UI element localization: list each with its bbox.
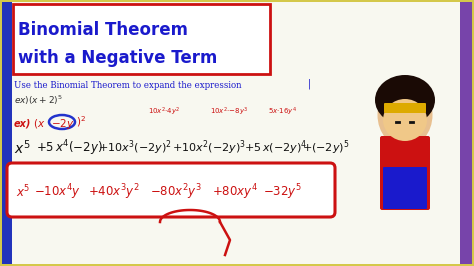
Text: $x^5$: $x^5$	[16, 184, 30, 200]
Text: $)^2$: $)^2$	[76, 115, 86, 129]
Text: Use the Binomial Theorem to expand the expression: Use the Binomial Theorem to expand the e…	[14, 81, 241, 89]
Bar	[460, 2, 472, 264]
Ellipse shape	[375, 75, 435, 125]
Text: $+5\,x^4(-2y)$: $+5\,x^4(-2y)$	[36, 138, 103, 158]
Text: $x^5$: $x^5$	[14, 139, 31, 157]
Text: |: |	[308, 79, 311, 89]
Text: with a Negative Term: with a Negative Term	[18, 49, 218, 67]
Text: ex): ex)	[14, 119, 31, 129]
FancyBboxPatch shape	[13, 4, 270, 74]
Text: $+5\,x(-2y)^4$: $+5\,x(-2y)^4$	[244, 139, 307, 157]
FancyBboxPatch shape	[380, 136, 430, 210]
Text: $+40x^3y^2$: $+40x^3y^2$	[88, 182, 140, 202]
Bar	[2, 2, 12, 264]
Text: $5x{\cdot}16y^4$: $5x{\cdot}16y^4$	[268, 106, 297, 118]
Ellipse shape	[377, 82, 432, 148]
Text: $-32y^5$: $-32y^5$	[263, 182, 302, 202]
Text: $10x^2{\cdot}{-}8y^3$: $10x^2{\cdot}{-}8y^3$	[210, 106, 248, 118]
Text: $-2y$: $-2y$	[51, 117, 74, 131]
Text: $10x^2{\cdot}4y^2$: $10x^2{\cdot}4y^2$	[148, 106, 181, 118]
Text: $-10x^4y$: $-10x^4y$	[34, 182, 81, 202]
FancyBboxPatch shape	[383, 167, 427, 209]
FancyBboxPatch shape	[7, 163, 335, 217]
Text: $+10x^3(-2y)^2$: $+10x^3(-2y)^2$	[98, 139, 172, 157]
Text: Binomial Theorem: Binomial Theorem	[18, 21, 188, 39]
Text: $+10x^2(-2y)^3$: $+10x^2(-2y)^3$	[172, 139, 246, 157]
Text: $+(-2y)^5$: $+(-2y)^5$	[302, 139, 349, 157]
Text: $(x$: $(x$	[33, 118, 46, 131]
Ellipse shape	[383, 99, 427, 141]
Text: $ex)(x+2)^{5}$: $ex)(x+2)^{5}$	[14, 93, 63, 107]
Text: $+80xy^4$: $+80xy^4$	[212, 182, 258, 202]
FancyBboxPatch shape	[384, 103, 426, 113]
Text: $-80x^2y^3$: $-80x^2y^3$	[150, 182, 202, 202]
